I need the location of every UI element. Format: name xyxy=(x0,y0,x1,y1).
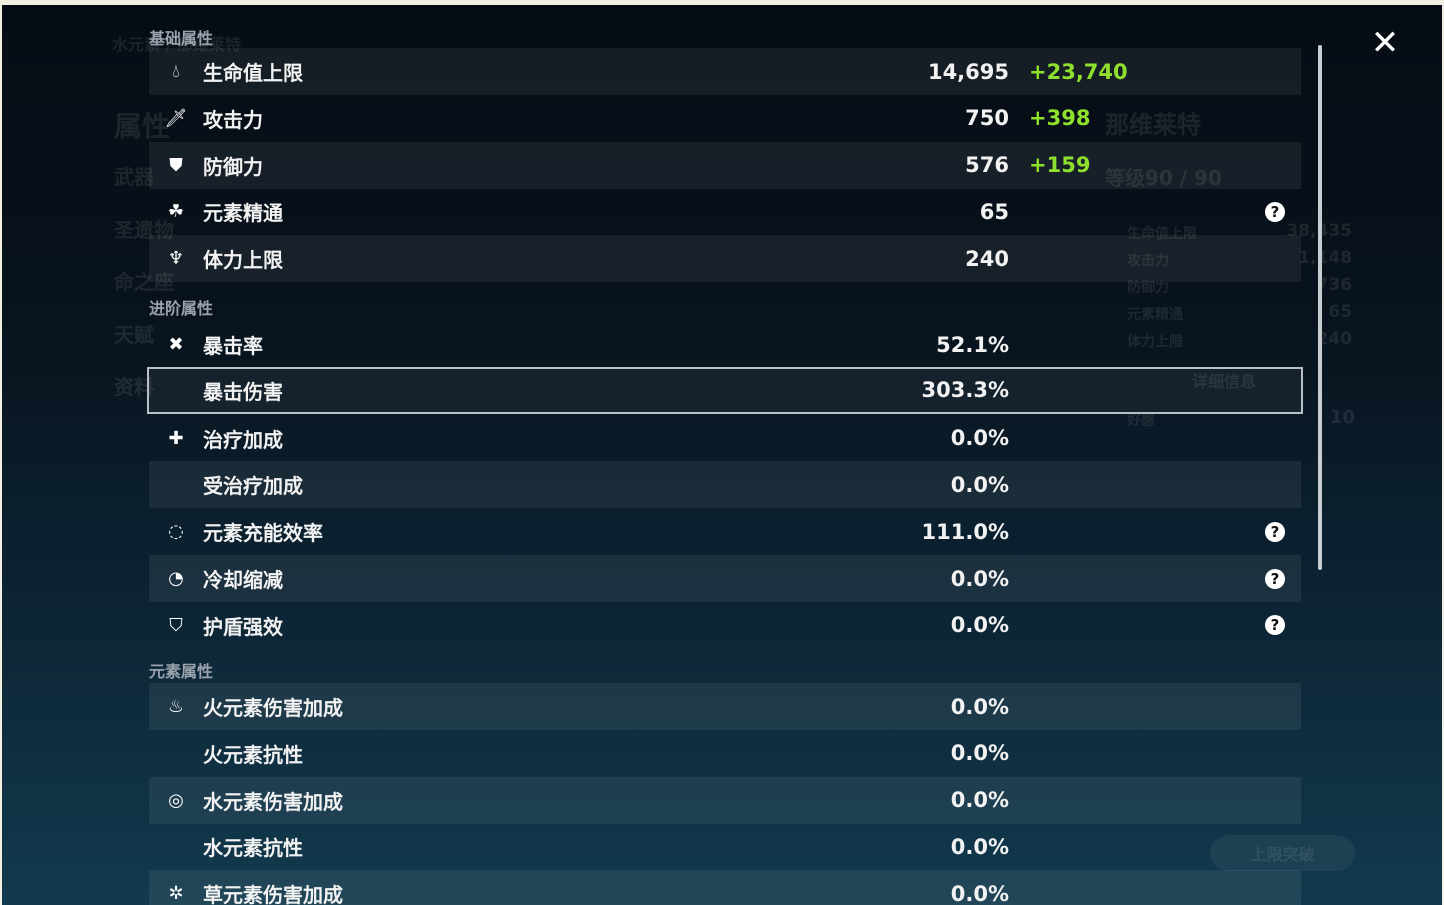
attribute-label: 火元素伤害加成 xyxy=(203,696,343,720)
side-menu-item[interactable]: 天赋 xyxy=(114,322,154,347)
sword-icon: 🗡︎ xyxy=(164,107,188,129)
attribute-label: 草元素伤害加成 xyxy=(203,883,343,905)
attribute-label: 攻击力 xyxy=(203,107,263,132)
close-icon[interactable]: ✕ xyxy=(1370,23,1400,63)
attribute-row[interactable]: 🗡︎ 攻击力 750 +398 xyxy=(149,95,1301,142)
attribute-value: 0.0% xyxy=(950,566,1009,591)
section-title: 基础属性 xyxy=(149,29,214,48)
summary-stat-label: 体力上限 xyxy=(1127,334,1183,350)
dendro-icon: ✲ xyxy=(168,883,184,905)
attribute-row[interactable]: ◌ 元素充能效率 111.0%? xyxy=(149,508,1301,555)
details-button[interactable]: 详细信息 xyxy=(1192,372,1257,391)
attribute-label: 暴击伤害 xyxy=(203,379,283,404)
summary-stat-value: 65 xyxy=(1328,302,1352,322)
stats-screen: 水元素 / 那维莱特 属性 武器 圣遗物 命之座 天赋 资料 那维莱特 等级90 / 90… xyxy=(2,5,1442,905)
summary-stat-label: 元素精通 xyxy=(1127,307,1183,323)
scrollbar[interactable] xyxy=(1318,45,1322,570)
friendship-value: 10 xyxy=(1330,407,1356,428)
attribute-value: 14,695 xyxy=(927,59,1009,84)
stamina-icon: ♆ xyxy=(167,248,185,270)
shield-icon: ⛊ xyxy=(169,154,183,176)
side-menu-item[interactable]: 圣遗物 xyxy=(114,217,174,242)
attribute-row[interactable]: ◎ 水元素伤害加成 0.0% xyxy=(149,776,1301,824)
attribute-value: 65 xyxy=(979,199,1009,224)
attribute-value: 750 xyxy=(965,106,1009,131)
attribute-row[interactable]: ✚ 治疗加成 0.0% xyxy=(149,415,1301,462)
attribute-label: 防御力 xyxy=(203,154,263,179)
hp-drop-icon: 💧︎ xyxy=(172,61,180,82)
attribute-label: 元素精通 xyxy=(203,201,283,226)
attribute-value: 303.3% xyxy=(921,378,1009,403)
attribute-value: 240 xyxy=(965,246,1009,271)
summary-stat-value: 1,148 xyxy=(1298,248,1352,268)
help-icon[interactable]: ? xyxy=(1265,201,1285,222)
cooldown-icon: ◔ xyxy=(168,568,184,589)
attribute-value: 0.0% xyxy=(950,426,1009,451)
attribute-label: 元素充能效率 xyxy=(203,521,323,546)
crit-rate-icon: ✖ xyxy=(168,334,184,355)
attribute-row[interactable]: 受治疗加成 0.0% xyxy=(149,461,1301,509)
attribute-value: 0.0% xyxy=(950,881,1009,905)
character-name: 那维莱特 xyxy=(1105,111,1201,139)
attribute-row[interactable]: ✲ 草元素伤害加成 0.0% xyxy=(149,870,1301,905)
section-title: 元素属性 xyxy=(149,662,214,681)
help-icon[interactable]: ? xyxy=(1265,521,1285,542)
section-title: 进阶属性 xyxy=(149,299,214,318)
attribute-row[interactable]: 水元素抗性 0.0% xyxy=(149,823,1301,870)
pyro-icon: ♨ xyxy=(167,696,185,717)
attribute-label: 水元素伤害加成 xyxy=(203,789,343,814)
attribute-label: 冷却缩减 xyxy=(203,568,283,592)
healing-icon: ✚ xyxy=(168,427,184,449)
attribute-value: 0.0% xyxy=(950,694,1009,719)
help-icon[interactable]: ? xyxy=(1265,568,1285,589)
summary-stat-label: 防御力 xyxy=(1127,280,1169,296)
attribute-row[interactable]: ♨ 火元素伤害加成 0.0% xyxy=(149,683,1301,730)
elemental-mastery-icon: ☘ xyxy=(167,201,185,223)
attribute-value: 52.1% xyxy=(936,332,1009,357)
summary-stat-value: 240 xyxy=(1316,329,1353,349)
attribute-label: 体力上限 xyxy=(203,248,283,273)
attribute-value: 0.0% xyxy=(950,472,1009,497)
attribute-row[interactable]: ✖ 暴击率 52.1% xyxy=(149,321,1301,368)
attribute-value: 0.0% xyxy=(950,613,1009,638)
attribute-bonus: +159 xyxy=(1029,153,1091,178)
attribute-label: 水元素抗性 xyxy=(203,836,303,861)
attribute-label: 暴击率 xyxy=(203,334,263,358)
attribute-row[interactable]: ⛉ 护盾强效 0.0%? xyxy=(149,602,1301,649)
attribute-bonus: +23,740 xyxy=(1029,59,1128,84)
element-title: 水元素 / 那维莱特 xyxy=(112,35,241,54)
summary-stat-label: 生命值上限 xyxy=(1127,226,1197,242)
attribute-label: 受治疗加成 xyxy=(203,474,303,499)
character-level: 等级90 / 90 xyxy=(1105,166,1222,190)
shield-strength-icon: ⛉ xyxy=(169,614,183,636)
friendship-label: 好感 xyxy=(1127,413,1155,429)
attribute-label: 生命值上限 xyxy=(203,61,303,85)
attribute-value: 0.0% xyxy=(950,741,1009,766)
summary-stat-label: 攻击力 xyxy=(1127,253,1169,269)
attribute-bonus: +398 xyxy=(1029,106,1091,131)
attribute-label: 治疗加成 xyxy=(203,427,283,452)
attribute-value: 576 xyxy=(965,153,1009,178)
attribute-row[interactable]: ♆ 体力上限 240 xyxy=(149,235,1301,283)
attribute-label: 火元素抗性 xyxy=(203,742,303,767)
ascend-button[interactable]: 上限突破 xyxy=(1210,835,1355,871)
hydro-icon: ◎ xyxy=(168,789,184,811)
summary-stat-value: 736 xyxy=(1316,275,1353,295)
attribute-row[interactable]: 火元素抗性 0.0% xyxy=(149,730,1301,777)
crit-dmg-icon xyxy=(165,379,187,401)
attribute-row[interactable]: 暴击伤害 303.3% xyxy=(147,366,1303,414)
attribute-row[interactable]: 💧︎ 生命值上限 14,695 +23,740 xyxy=(149,48,1301,95)
side-menu-item[interactable]: 属性 xyxy=(114,110,171,143)
attribute-label: 护盾强效 xyxy=(203,614,283,639)
attribute-value: 111.0% xyxy=(921,519,1009,544)
help-icon[interactable]: ? xyxy=(1265,615,1285,636)
side-menu-item[interactable]: 命之座 xyxy=(114,270,174,294)
energy-recharge-icon: ◌ xyxy=(168,521,184,543)
attribute-row[interactable]: ⛊ 防御力 576 +159 xyxy=(149,141,1301,189)
side-menu-item[interactable]: 武器 xyxy=(114,165,154,189)
attribute-row[interactable]: ☘ 元素精通 65? xyxy=(149,188,1301,235)
attribute-value: 0.0% xyxy=(950,834,1009,859)
attribute-value: 0.0% xyxy=(950,788,1009,813)
attribute-row[interactable]: ◔ 冷却缩减 0.0%? xyxy=(149,555,1301,602)
